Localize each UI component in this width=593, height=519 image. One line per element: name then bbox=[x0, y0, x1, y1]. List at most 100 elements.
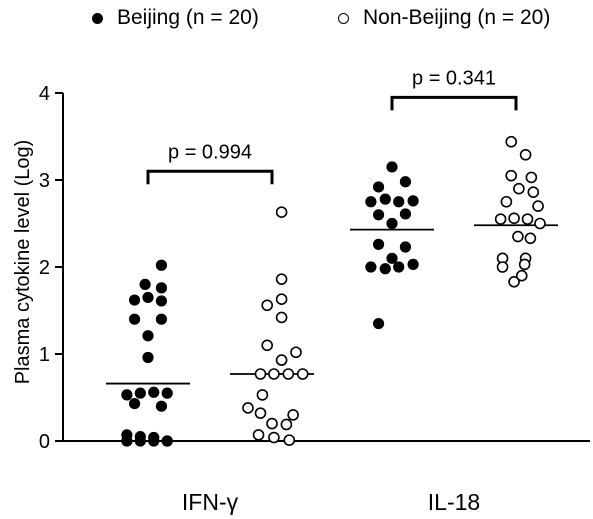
p-value-label: p = 0.994 bbox=[168, 141, 252, 163]
data-point-open bbox=[282, 368, 295, 380]
data-point-filled bbox=[386, 252, 398, 264]
data-point-filled bbox=[372, 317, 385, 330]
data-point-filled bbox=[365, 261, 377, 273]
y-tick-label: 0 bbox=[39, 431, 50, 453]
data-point-filled bbox=[134, 435, 146, 447]
data-points bbox=[121, 135, 546, 447]
y-axis-label: Plasma cytokine level (Log) bbox=[12, 140, 34, 385]
data-point-filled bbox=[365, 196, 377, 208]
data-point-open bbox=[508, 275, 520, 288]
data-point-open bbox=[519, 148, 532, 161]
data-point-open bbox=[527, 186, 540, 198]
data-point-open bbox=[275, 273, 288, 285]
significance-bracket bbox=[146, 169, 274, 185]
p-value-label: p = 0.341 bbox=[412, 67, 496, 89]
data-point-open bbox=[296, 368, 309, 380]
data-point-filled bbox=[399, 241, 412, 253]
data-point-filled bbox=[372, 209, 385, 221]
x-category-label: IFN-γ bbox=[182, 489, 239, 515]
data-point-filled bbox=[379, 193, 391, 205]
data-point-filled bbox=[121, 435, 133, 447]
data-point-open bbox=[515, 269, 528, 282]
data-point-filled bbox=[393, 261, 405, 273]
data-point-open bbox=[266, 417, 278, 430]
data-point-open bbox=[508, 212, 520, 225]
data-point-open bbox=[268, 431, 280, 444]
data-point-filled bbox=[407, 195, 419, 207]
data-point-filled bbox=[121, 389, 133, 401]
chart-legend: Beijing (n = 20) Non-Beijing (n = 20) bbox=[0, 6, 593, 32]
data-point-open bbox=[275, 354, 288, 366]
data-point-filled bbox=[128, 313, 141, 325]
data-point-filled bbox=[142, 291, 154, 304]
data-point-filled bbox=[399, 208, 412, 220]
y-tick-label: 4 bbox=[39, 83, 50, 105]
data-point-filled bbox=[134, 387, 146, 399]
y-tick-label: 3 bbox=[39, 170, 50, 192]
data-point-filled bbox=[393, 196, 405, 208]
data-point-filled bbox=[155, 313, 168, 325]
data-point-open bbox=[532, 200, 544, 212]
data-point-open bbox=[275, 293, 288, 305]
data-point-filled bbox=[386, 161, 398, 173]
data-point-open bbox=[494, 213, 507, 225]
data-point-open bbox=[505, 135, 518, 148]
data-point-open bbox=[280, 418, 293, 431]
data-point-open bbox=[242, 402, 254, 414]
data-point-open bbox=[525, 171, 538, 184]
median-lines bbox=[106, 224, 558, 385]
data-point-filled bbox=[155, 295, 168, 307]
data-point-open bbox=[252, 429, 265, 441]
data-point-open bbox=[283, 434, 296, 446]
legend-item-beijing: Beijing (n = 20) bbox=[92, 6, 259, 30]
open-circle-icon bbox=[338, 12, 349, 24]
legend-item-non-beijing: Non-Beijing (n = 20) bbox=[338, 6, 550, 30]
y-tick-label: 1 bbox=[39, 344, 50, 366]
significance-annotations: p = 0.994 p = 0.341 bbox=[146, 67, 518, 185]
data-point-open bbox=[513, 182, 525, 195]
data-point-open bbox=[261, 299, 274, 312]
data-point-filled bbox=[386, 217, 398, 230]
data-point-open bbox=[534, 217, 546, 230]
data-point-open bbox=[254, 407, 267, 419]
legend-label-beijing: Beijing (n = 20) bbox=[117, 6, 259, 29]
x-category-label: IL-18 bbox=[428, 489, 480, 515]
data-point-open bbox=[287, 409, 299, 421]
data-point-filled bbox=[155, 400, 168, 412]
data-point-open bbox=[268, 368, 280, 380]
data-point-open bbox=[521, 213, 534, 225]
data-point-filled bbox=[379, 263, 391, 275]
data-point-open bbox=[261, 339, 274, 352]
filled-circle-icon bbox=[92, 12, 103, 24]
data-point-filled bbox=[399, 176, 412, 188]
data-point-open bbox=[518, 258, 531, 271]
data-point-filled bbox=[142, 330, 154, 342]
data-point-filled bbox=[372, 181, 385, 193]
data-point-filled bbox=[161, 387, 173, 399]
data-point-filled bbox=[139, 278, 151, 290]
data-point-open bbox=[290, 346, 302, 359]
data-point-filled bbox=[407, 258, 419, 270]
data-point-filled bbox=[142, 351, 154, 364]
data-point-filled bbox=[155, 282, 168, 294]
data-point-filled bbox=[155, 259, 168, 271]
data-point-filled bbox=[128, 397, 141, 410]
data-point-open bbox=[275, 311, 288, 324]
data-point-open bbox=[512, 230, 524, 243]
data-point-filled bbox=[128, 294, 141, 306]
data-point-open bbox=[500, 195, 513, 208]
data-point-filled bbox=[148, 386, 160, 398]
data-point-open bbox=[275, 206, 288, 218]
significance-bracket bbox=[390, 95, 518, 111]
data-point-open bbox=[524, 232, 537, 245]
data-point-filled bbox=[161, 435, 173, 447]
axes: 0 1 2 3 4 IFN-γ IL-18 bbox=[39, 83, 590, 515]
data-point-filled bbox=[372, 238, 385, 250]
y-tick-label: 2 bbox=[39, 257, 50, 279]
legend-label-non-beijing: Non-Beijing (n = 20) bbox=[363, 6, 551, 29]
data-point-open bbox=[254, 368, 267, 380]
data-point-filled bbox=[148, 435, 160, 447]
data-point-open bbox=[505, 169, 518, 182]
data-point-open bbox=[256, 389, 269, 401]
